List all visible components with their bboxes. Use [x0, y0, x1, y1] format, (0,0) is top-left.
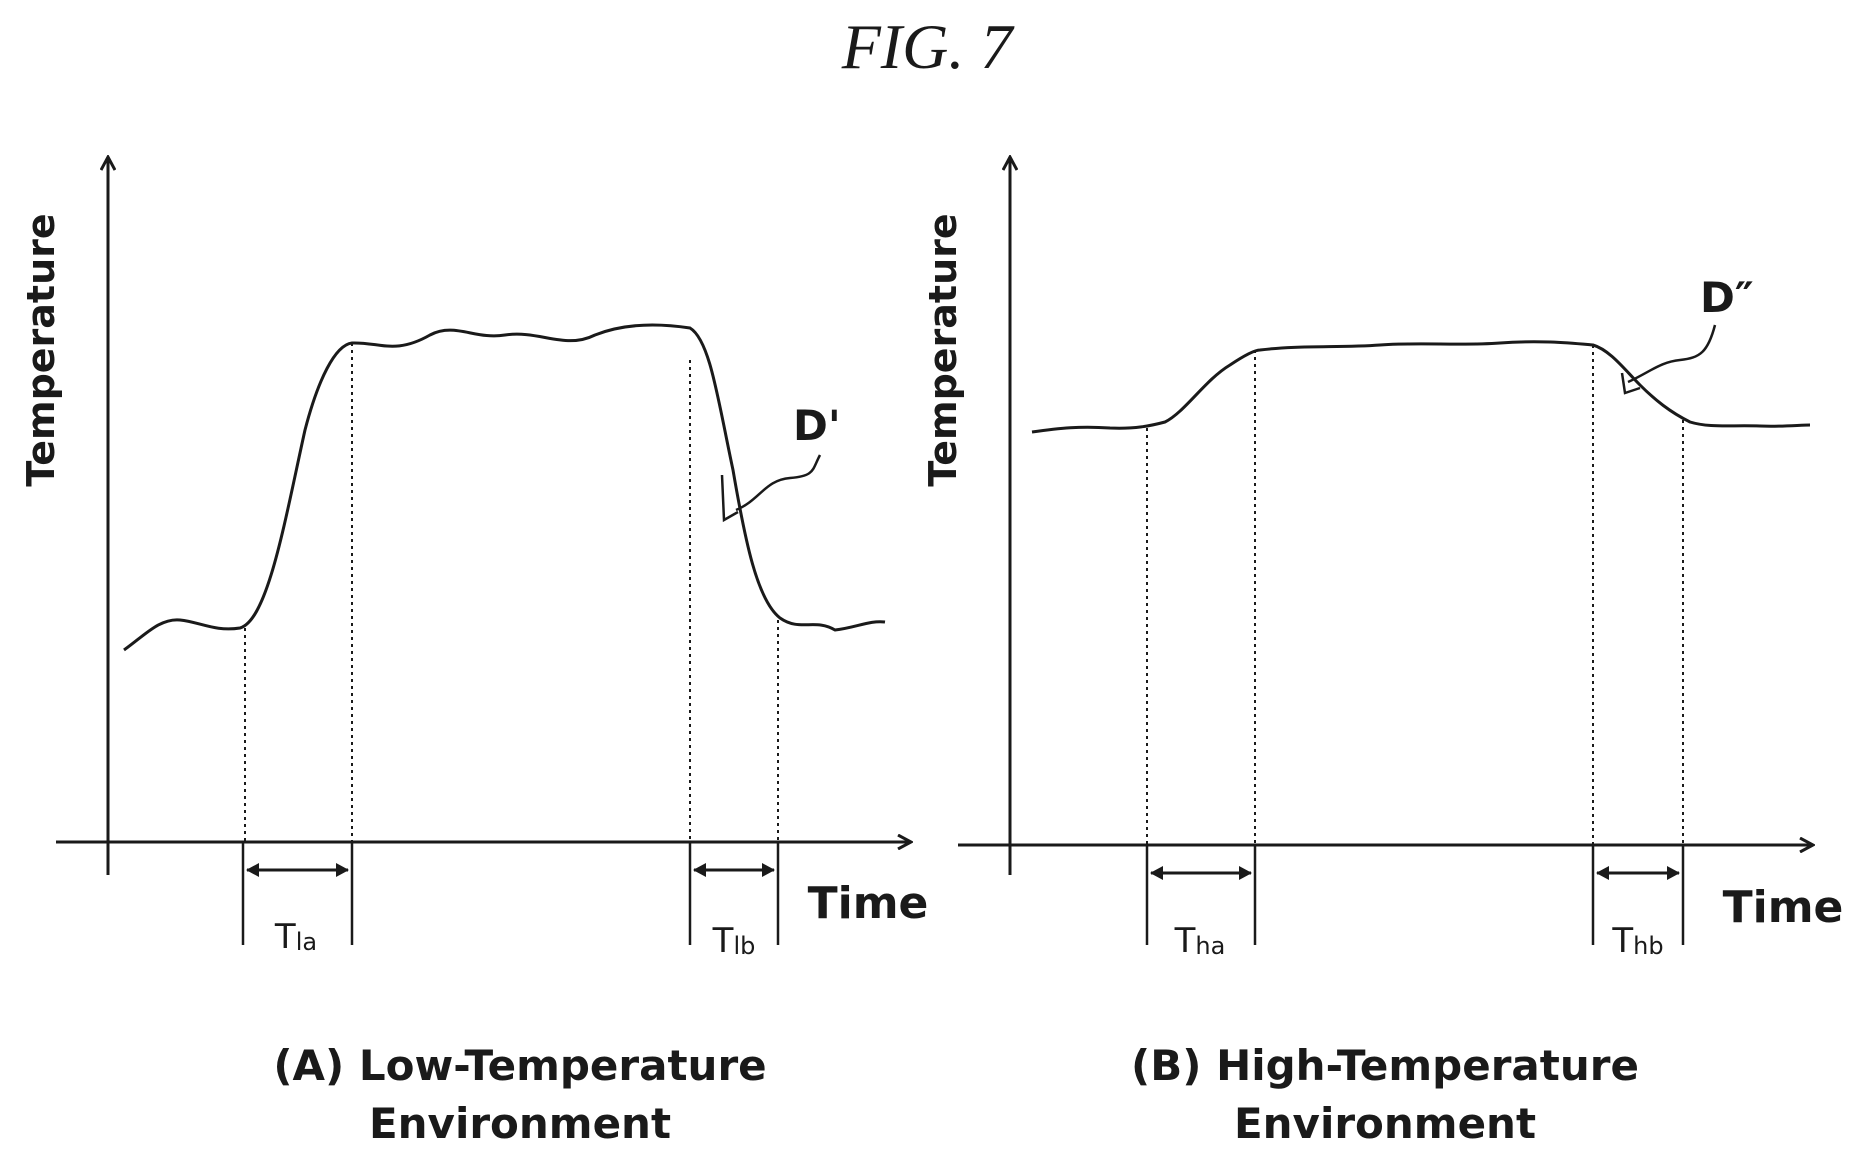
panel-b-interval-1-label: Tha — [1174, 921, 1226, 961]
panel-a-temperature-curve — [123, 323, 886, 652]
panel-a-y-axis-label: Temperature — [19, 213, 63, 486]
panel-b-deviation-marker — [1620, 372, 1641, 395]
panel-a: Temperature Time Tla Tlb D' (A) Low-Temp… — [19, 158, 928, 1148]
panel-a-x-axis-label: Time — [808, 878, 929, 929]
panel-a-deviation-marker — [720, 474, 739, 523]
panel-a-interval-1-label: Tla — [274, 917, 317, 957]
panel-a-marker-leader — [735, 454, 822, 512]
panel-b-caption-line-2: Environment — [1234, 1099, 1536, 1148]
panel-b-y-axis-label: Temperature — [921, 213, 965, 486]
panel-a-caption-line-2: Environment — [369, 1099, 671, 1148]
panel-b-caption-line-1: (B) High-Temperature — [1131, 1041, 1639, 1090]
panel-b-marker-leader — [1627, 324, 1717, 384]
panel-a-marker-label: D' — [793, 401, 841, 450]
panel-b-x-axis-label: Time — [1723, 882, 1844, 933]
figure-title: FIG. 7 — [841, 11, 1016, 82]
panel-a-caption-line-1: (A) Low-Temperature — [273, 1041, 766, 1090]
panel-b: Temperature Time Tha Thb D″ (B) High-Tem… — [921, 158, 1843, 1148]
panel-b-interval-2-label: Thb — [1611, 921, 1663, 961]
panel-b-temperature-curve — [1031, 340, 1811, 434]
panel-a-interval-2-label: Tlb — [712, 921, 756, 961]
panel-b-marker-label: D″ — [1700, 273, 1754, 322]
